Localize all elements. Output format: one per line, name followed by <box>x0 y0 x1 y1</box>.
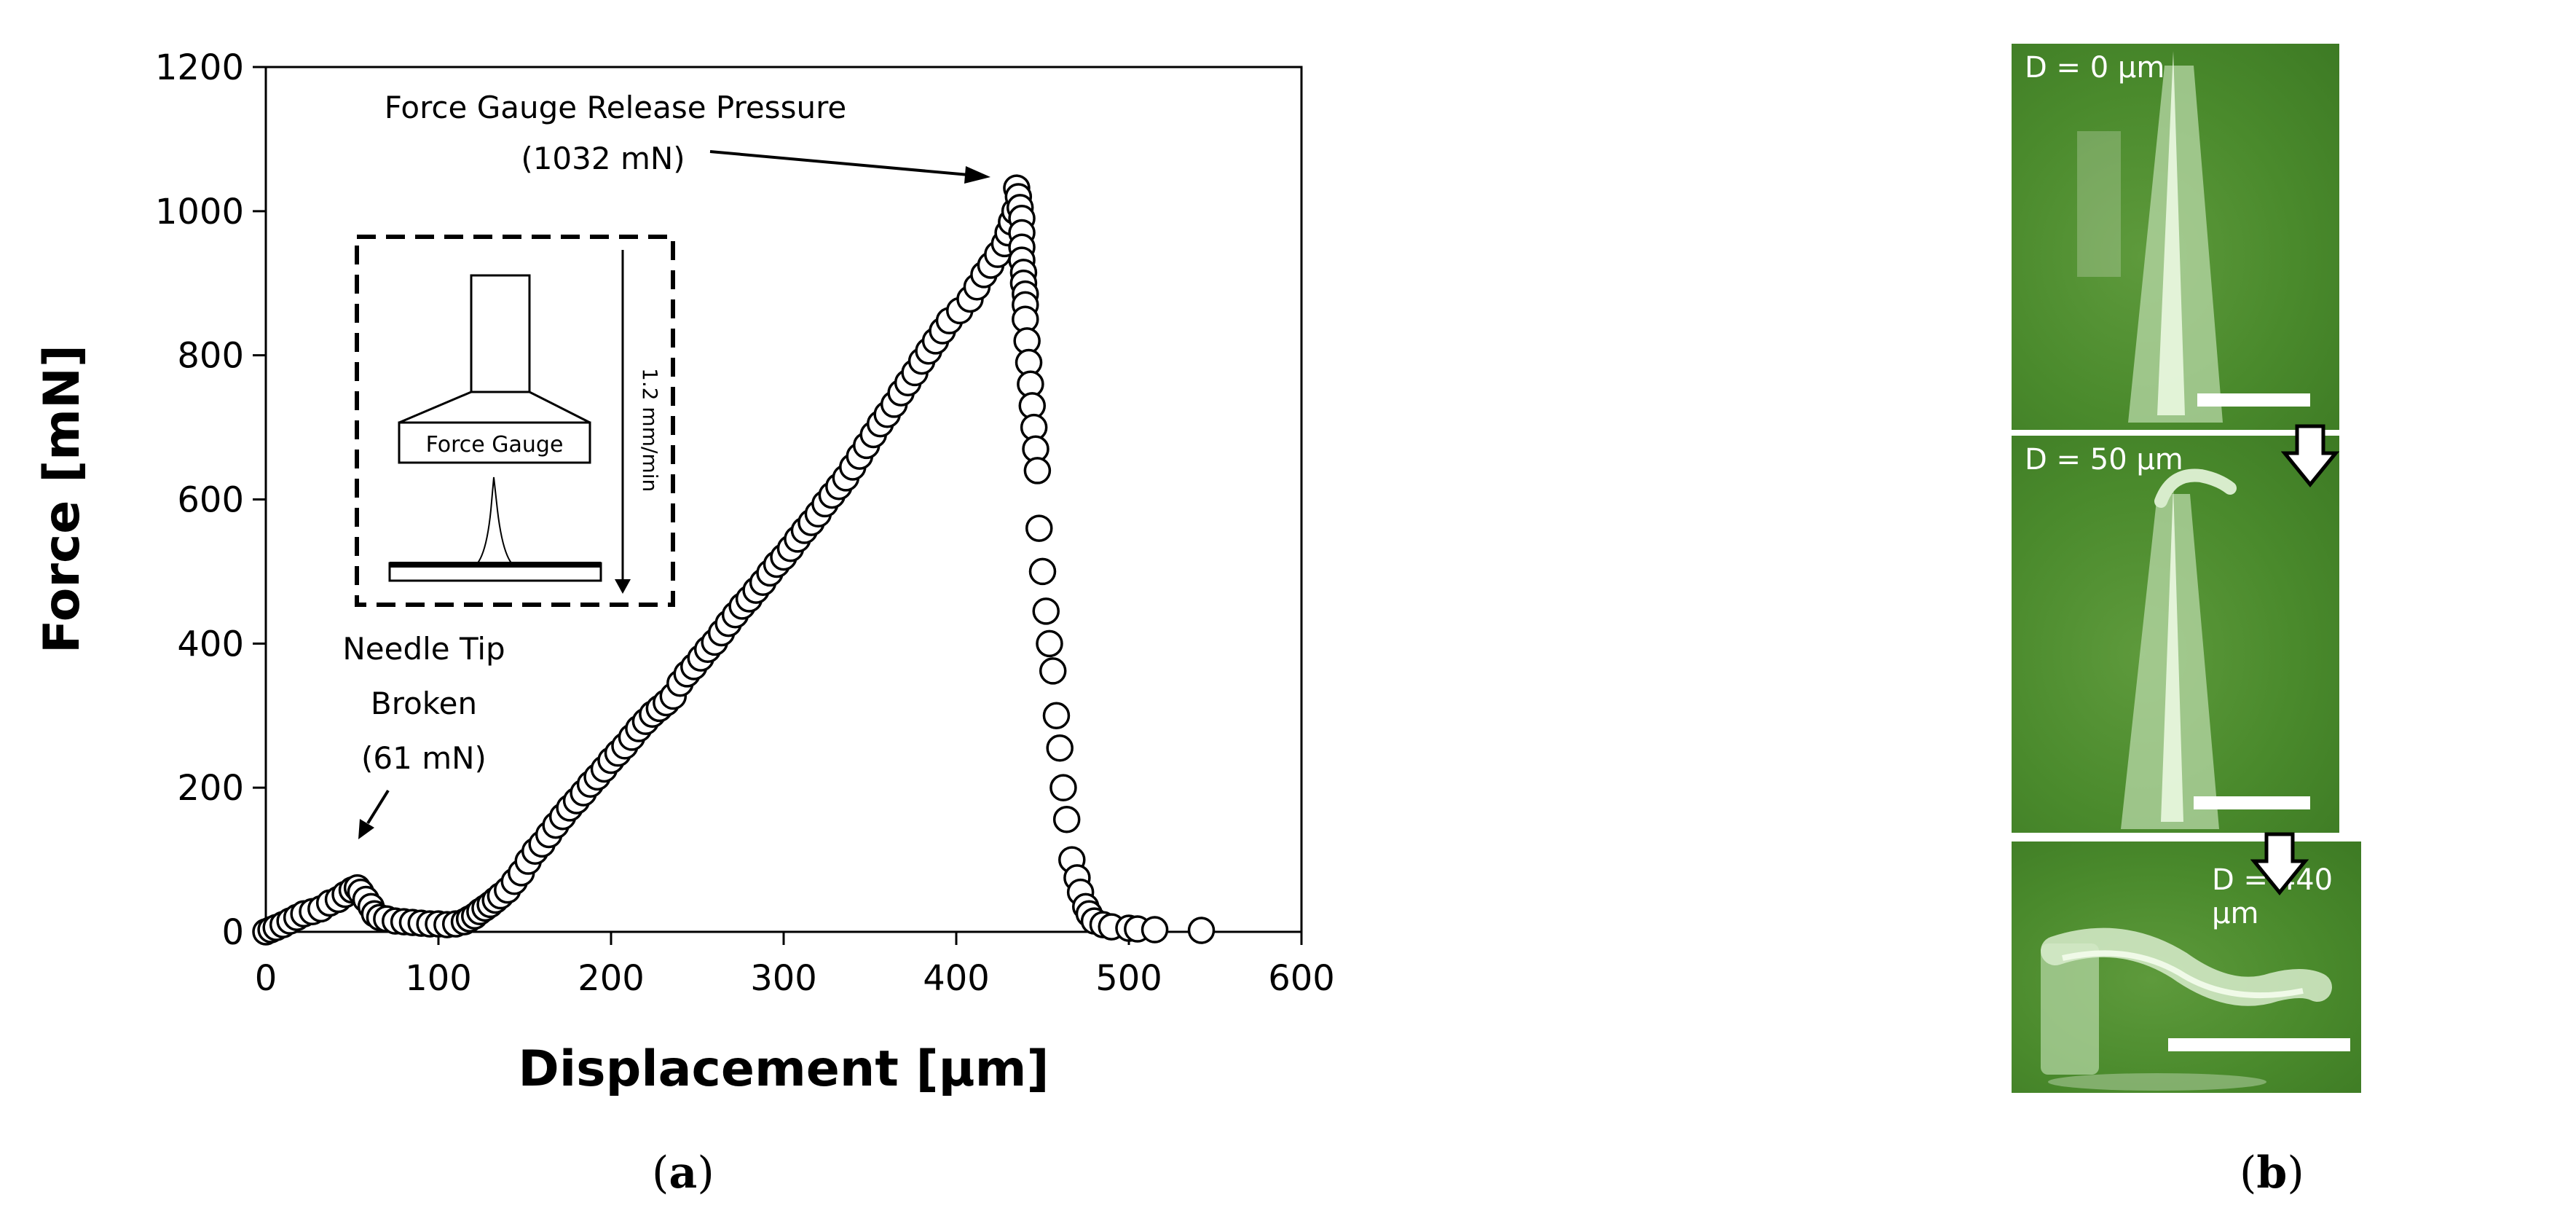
data-point <box>1052 805 1081 833</box>
panel-b-label: (b) <box>2240 1148 2304 1198</box>
gauge-shaft <box>470 274 531 393</box>
y-tick-label: 1200 <box>155 47 244 88</box>
needle-straight-image <box>2077 51 2223 423</box>
x-axis-label: Displacement [µm] <box>518 1040 1049 1098</box>
photo-d440: D = 440 µm <box>2012 842 2361 1093</box>
x-tick-label: 300 <box>750 958 817 999</box>
x-tick-labels: 0 100 200 300 400 500 600 <box>255 958 1335 999</box>
data-point <box>1042 702 1071 729</box>
photo-d50-scale-bar <box>2194 796 2310 809</box>
data-point <box>1028 557 1057 586</box>
annotation-tip: Needle Tip Broken (61 mN) <box>342 631 505 839</box>
y-axis-label: Force [mN] <box>34 345 91 654</box>
gauge-cone <box>398 391 591 424</box>
y-tick-label: 800 <box>177 336 244 377</box>
tip-annotation-line1: Needle Tip <box>342 631 505 667</box>
y-tick-label: 600 <box>177 480 244 521</box>
inset-needle <box>474 476 515 565</box>
photo-d0: D = 0 µm <box>2012 44 2339 430</box>
data-point <box>1049 774 1077 801</box>
panel-b-letter: b <box>2256 1148 2288 1198</box>
release-annotation-arrow-head <box>964 166 990 184</box>
x-tick-label: 0 <box>255 958 277 999</box>
y-tick-label: 200 <box>177 768 244 809</box>
inset-schematic: Force Gauge 1.2 mm/min <box>355 235 675 607</box>
rate-arrow-head <box>615 579 631 594</box>
photo-d0-label: D = 0 µm <box>2025 51 2165 85</box>
photo-d50: D = 50 µm <box>2012 436 2339 833</box>
data-point <box>1187 917 1216 944</box>
annotation-release: Force Gauge Release Pressure (1032 mN) <box>385 90 990 184</box>
x-tick-label: 100 <box>405 958 472 999</box>
x-tick-label: 200 <box>578 958 645 999</box>
force-gauge-label: Force Gauge <box>426 432 564 458</box>
photo-d0-scale-bar <box>2197 393 2310 407</box>
data-point <box>1036 629 1063 658</box>
y-tick-labels: 0 200 400 600 800 1000 1200 <box>155 47 244 953</box>
release-annotation-arrow-line <box>709 150 969 176</box>
data-point <box>1023 457 1052 484</box>
release-annotation-line2: (1032 mN) <box>521 141 685 176</box>
panel-a-letter: a <box>669 1148 698 1198</box>
data-point <box>1039 657 1067 685</box>
force-displacement-chart: 0 200 400 600 800 1000 1200 0 100 200 300 400 500 60… <box>34 47 1335 1098</box>
force-gauge-box <box>398 421 591 464</box>
x-tick-label: 600 <box>1268 958 1335 999</box>
y-tick-label: 400 <box>177 624 244 664</box>
y-tick-label: 1000 <box>155 192 244 232</box>
tip-annotation-line2: Broken <box>371 686 477 721</box>
data-point <box>1046 734 1074 762</box>
tip-annotation-arrow-head <box>358 819 374 839</box>
data-points <box>252 174 1216 946</box>
data-point <box>1025 514 1053 542</box>
down-arrow-1 <box>2281 424 2339 487</box>
needle-collapsed-image <box>2041 927 2332 1091</box>
panel-a-label: (a) <box>652 1148 714 1198</box>
tip-annotation-arrow-line <box>366 789 390 825</box>
axis-ticks <box>253 66 1303 945</box>
needle-bent-tip-image <box>2121 468 2237 829</box>
inset-dashed-box <box>355 235 675 607</box>
x-tick-label: 500 <box>1095 958 1162 999</box>
photo-d440-scale-bar-main <box>2168 1038 2350 1051</box>
data-point <box>1141 916 1169 944</box>
photo-d50-label: D = 50 µm <box>2025 443 2183 476</box>
tip-annotation-line3: (61 mN) <box>361 740 487 776</box>
rate-label: 1.2 mm/min <box>638 368 662 492</box>
plot-area <box>264 66 1303 933</box>
data-point <box>1032 597 1060 625</box>
down-arrow-2 <box>2250 832 2309 895</box>
x-tick-label: 400 <box>923 958 990 999</box>
release-annotation-line1: Force Gauge Release Pressure <box>385 90 847 125</box>
y-tick-label: 0 <box>221 912 244 953</box>
